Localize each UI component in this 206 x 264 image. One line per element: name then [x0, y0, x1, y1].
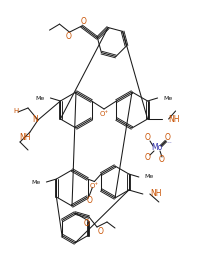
Text: Me: Me	[145, 175, 154, 180]
Text: Me: Me	[31, 180, 40, 185]
Text: NH: NH	[169, 115, 180, 124]
Text: O: O	[98, 227, 104, 235]
Text: NH: NH	[19, 133, 31, 142]
Text: H: H	[13, 108, 19, 114]
Text: ⁻⁻: ⁻⁻	[167, 143, 173, 148]
Text: O⁺: O⁺	[99, 111, 109, 117]
Text: O: O	[145, 134, 151, 143]
Text: Mo: Mo	[151, 144, 163, 153]
Text: O: O	[87, 196, 92, 205]
Text: O: O	[66, 32, 71, 41]
Text: O: O	[165, 134, 171, 143]
Text: Me: Me	[35, 96, 44, 101]
Text: NH: NH	[150, 190, 161, 199]
Text: O: O	[145, 153, 151, 163]
Text: O: O	[159, 155, 165, 164]
Text: Me: Me	[164, 96, 173, 101]
Text: N: N	[32, 116, 38, 125]
Text: O: O	[81, 17, 87, 26]
Text: O⁺: O⁺	[90, 183, 99, 190]
Text: O: O	[84, 219, 90, 228]
